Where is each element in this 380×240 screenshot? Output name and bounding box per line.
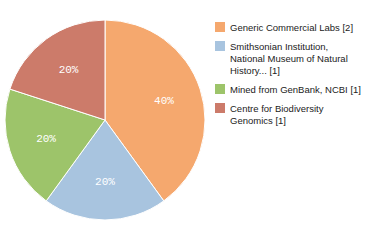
legend-swatch <box>215 84 225 94</box>
data-label: 40% <box>154 95 174 107</box>
data-label: 20% <box>36 133 56 145</box>
legend-swatch <box>215 22 225 32</box>
data-label: 20% <box>95 176 115 188</box>
legend-label: Centre for BiodiversityGenomics [1] <box>230 103 324 126</box>
pie <box>5 20 205 220</box>
chart: 40% 20% 20% 20% Generic Commercial Labs [2] S… <box>0 0 380 240</box>
legend-label: Mined from GenBank, NCBI [1] <box>230 84 361 95</box>
legend-swatch <box>215 41 225 51</box>
pie-slice <box>10 20 105 120</box>
data-labels: 40% 20% 20% 20% <box>36 64 174 188</box>
data-label: 20% <box>59 64 79 76</box>
legend-swatch <box>215 103 225 113</box>
legend-label: Generic Commercial Labs [2] <box>230 22 353 33</box>
legend: Generic Commercial Labs [2] Smithsonian I… <box>215 22 361 126</box>
legend-label: Smithsonian Institution,National Museum … <box>230 41 348 76</box>
